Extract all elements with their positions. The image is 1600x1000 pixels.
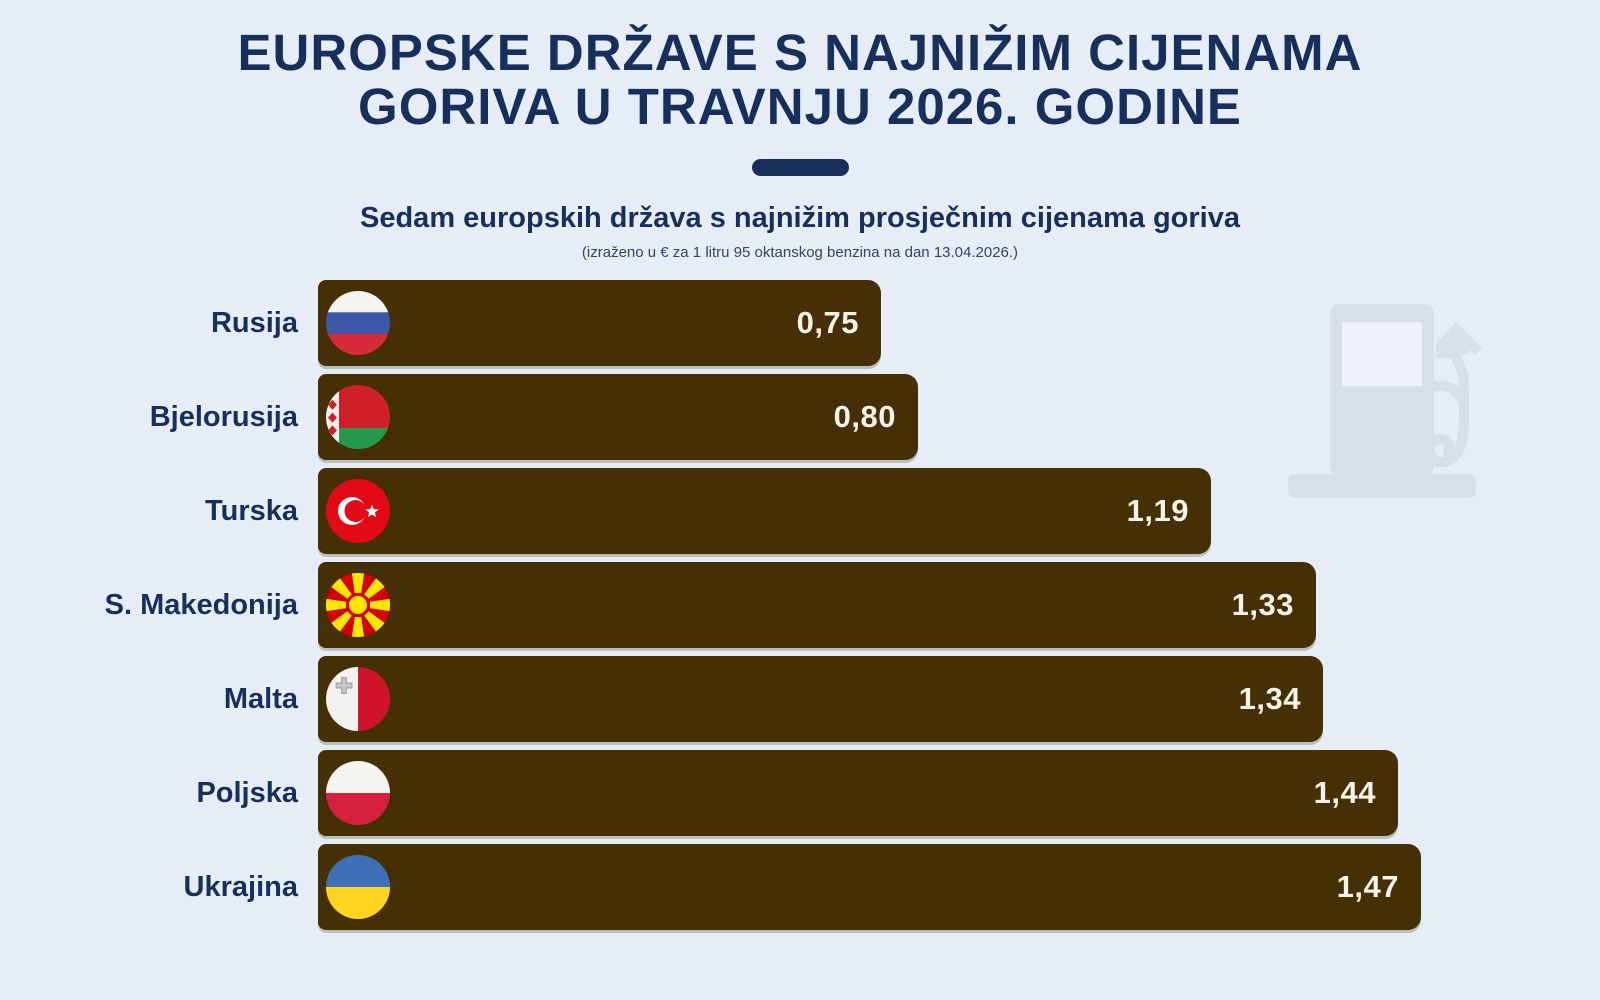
country-label: Malta bbox=[223, 682, 298, 715]
price-bar: 0,80 bbox=[318, 374, 918, 461]
country-label: Bjelorusija bbox=[149, 400, 298, 433]
price-bar: 1,34 bbox=[318, 656, 1323, 743]
price-value: 0,80 bbox=[833, 399, 896, 435]
chart-row: Ukrajina 1,47 bbox=[0, 844, 1600, 931]
price-value: 1,44 bbox=[1313, 775, 1376, 811]
chart-row: Rusija 0,75 bbox=[0, 280, 1600, 367]
chart-row: Bjelorusija 0,80 bbox=[0, 374, 1600, 461]
russia-flag-icon bbox=[326, 291, 390, 356]
ukraine-flag-icon bbox=[326, 855, 390, 920]
price-value: 1,19 bbox=[1126, 493, 1189, 529]
poland-flag-icon bbox=[326, 761, 390, 826]
price-bar: 1,33 bbox=[318, 562, 1316, 649]
price-bar: 1,47 bbox=[318, 844, 1421, 931]
country-label: S. Makedonija bbox=[104, 588, 298, 621]
title-divider bbox=[751, 159, 849, 177]
chart-row: S. Makedonija 1,33 bbox=[0, 562, 1600, 649]
chart-subtitle: Sedam europskih država s najnižim prosje… bbox=[360, 202, 1240, 235]
country-label: Turska bbox=[205, 494, 298, 527]
turkey-flag-icon bbox=[326, 479, 390, 544]
chart-row: Turska 1,19 bbox=[0, 468, 1600, 555]
chart-row: Poljska 1,44 bbox=[0, 750, 1600, 837]
price-value: 1,47 bbox=[1336, 869, 1399, 905]
price-value: 1,33 bbox=[1231, 587, 1294, 623]
north-macedonia-flag-icon bbox=[326, 573, 390, 638]
country-label: Ukrajina bbox=[183, 870, 298, 903]
price-bar: 1,19 bbox=[318, 468, 1211, 555]
page-title: EUROPSKE DRŽAVE S NAJNIŽIM CIJENAMA GORI… bbox=[0, 26, 1600, 133]
bar-chart: Rusija 0,75 Bjelorusija 0,80 Turska 1,19 S. Ma… bbox=[0, 280, 1600, 931]
malta-flag-icon bbox=[326, 667, 390, 732]
header: EUROPSKE DRŽAVE S NAJNIŽIM CIJENAMA GORI… bbox=[0, 0, 1600, 261]
fuel-pump-icon bbox=[1288, 304, 1482, 498]
chart-caption: (izraženo u € za 1 litru 95 oktanskog be… bbox=[581, 244, 1019, 262]
country-label: Rusija bbox=[210, 306, 298, 339]
chart-row: Malta 1,34 bbox=[0, 656, 1600, 743]
price-bar: 1,44 bbox=[318, 750, 1398, 837]
price-value: 0,75 bbox=[796, 305, 859, 341]
price-bar: 0,75 bbox=[318, 280, 881, 367]
country-label: Poljska bbox=[196, 776, 298, 809]
page-title-line2: GORIVA U TRAVNJU 2026. GODINE bbox=[358, 77, 1242, 135]
page-title-line1: EUROPSKE DRŽAVE S NAJNIŽIM CIJENAMA bbox=[237, 24, 1363, 81]
belarus-flag-icon bbox=[326, 385, 390, 450]
price-value: 1,34 bbox=[1238, 681, 1301, 717]
